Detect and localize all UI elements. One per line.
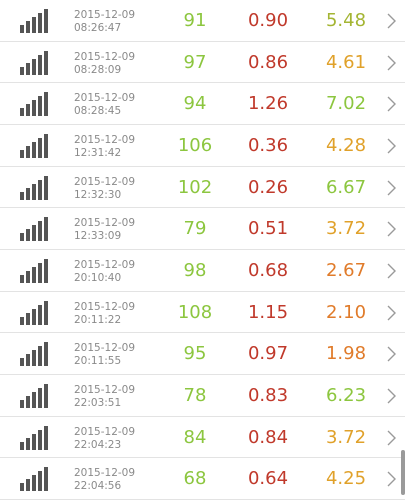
record-time: 12:33:09: [74, 230, 122, 243]
value-3: 7.02: [325, 93, 367, 115]
list-item[interactable]: 2015-12-09 12:31:42 106 0.36 4.28: [0, 125, 405, 167]
record-time: 20:10:40: [74, 271, 122, 284]
value-1: 95: [183, 343, 207, 365]
signal-bars-icon: [20, 9, 52, 33]
value-1: 102: [177, 176, 213, 198]
signal-bars-icon: [20, 258, 52, 283]
value-3: 1.98: [325, 343, 367, 365]
value-2: 0.90: [247, 10, 289, 31]
list-item[interactable]: 2015-12-09 08:28:09 97 0.86 4.61: [0, 42, 405, 84]
record-time: 20:11:22: [74, 313, 122, 326]
record-date: 2015-12-09: [74, 133, 136, 146]
chevron-right-icon[interactable]: [386, 221, 398, 237]
signal-bars-icon: [20, 342, 52, 367]
signal-bars-icon: [20, 133, 52, 158]
value-1: 97: [183, 51, 207, 73]
value-2: 1.26: [247, 93, 289, 115]
value-1: 68: [183, 468, 207, 490]
chevron-right-icon[interactable]: [386, 430, 398, 446]
signal-bars-icon: [20, 50, 52, 75]
value-1: 98: [183, 259, 207, 281]
record-date: 2015-12-09: [74, 50, 136, 63]
list-item[interactable]: 2015-12-09 12:32:30 102 0.26 6.67: [0, 167, 405, 209]
list-item[interactable]: 2015-12-09 12:33:09 79 0.51 3.72: [0, 208, 405, 250]
record-time: 08:26:47: [74, 22, 122, 34]
value-3: 6.23: [325, 384, 367, 406]
record-time: 22:04:56: [74, 480, 122, 493]
record-time: 22:04:23: [74, 438, 122, 451]
value-1: 94: [183, 93, 207, 115]
value-1: 78: [183, 384, 207, 406]
value-1: 79: [183, 218, 207, 240]
list-item[interactable]: 2015-12-09 20:11:22 108 1.15 2.10: [0, 292, 405, 334]
chevron-right-icon[interactable]: [386, 305, 398, 321]
chevron-right-icon[interactable]: [386, 13, 398, 29]
record-time: 20:11:55: [74, 355, 122, 368]
value-2: 0.86: [247, 51, 289, 73]
value-3: 3.72: [325, 426, 367, 448]
value-2: 0.51: [247, 218, 289, 240]
chevron-right-icon[interactable]: [386, 96, 398, 112]
chevron-right-icon[interactable]: [386, 138, 398, 154]
value-2: 1.15: [247, 301, 289, 323]
record-date: 2015-12-09: [74, 383, 136, 396]
signal-bars-icon: [20, 383, 52, 408]
value-3: 2.67: [325, 259, 367, 281]
value-1: 106: [177, 134, 213, 156]
list-item[interactable]: 2015-12-09 22:04:56 68 0.64 4.25: [0, 458, 405, 500]
signal-bars-icon: [20, 425, 52, 450]
signal-bars-icon: [20, 467, 52, 492]
record-date: 2015-12-09: [74, 175, 136, 188]
value-2: 0.36: [247, 134, 289, 156]
record-date: 2015-12-09: [74, 92, 136, 105]
value-3: 3.72: [325, 218, 367, 240]
value-1: 91: [183, 10, 207, 31]
chevron-right-icon[interactable]: [386, 346, 398, 362]
value-3: 4.61: [325, 51, 367, 73]
chevron-right-icon[interactable]: [386, 55, 398, 71]
record-date: 2015-12-09: [74, 342, 136, 355]
record-time: 08:28:45: [74, 105, 122, 118]
record-time: 08:28:09: [74, 63, 122, 76]
record-time: 22:03:51: [74, 396, 122, 409]
signal-bars-icon: [20, 92, 52, 117]
signal-bars-icon: [20, 300, 52, 325]
value-2: 0.68: [247, 259, 289, 281]
record-date: 2015-12-09: [74, 300, 136, 313]
list-item[interactable]: 2015-12-09 22:04:23 84 0.84 3.72: [0, 417, 405, 459]
value-3: 4.25: [325, 468, 367, 490]
signal-bars-icon: [20, 217, 52, 242]
value-2: 0.26: [247, 176, 289, 198]
chevron-right-icon[interactable]: [386, 388, 398, 404]
scrollbar[interactable]: [401, 450, 405, 495]
record-date: 2015-12-09: [74, 258, 136, 271]
value-1: 108: [177, 301, 213, 323]
record-time: 12:32:30: [74, 188, 122, 201]
record-date: 2015-12-09: [74, 467, 136, 480]
record-date: 2015-12-09: [74, 9, 136, 21]
value-2: 0.97: [247, 343, 289, 365]
list-item[interactable]: 2015-12-09 20:11:55 95 0.97 1.98: [0, 333, 405, 375]
list-item[interactable]: 2015-12-09 08:26:47 91 0.90 5.48: [0, 0, 405, 42]
value-3: 6.67: [325, 176, 367, 198]
list-item[interactable]: 2015-12-09 22:03:51 78 0.83 6.23: [0, 375, 405, 417]
chevron-right-icon[interactable]: [386, 180, 398, 196]
signal-bars-icon: [20, 175, 52, 200]
record-time: 12:31:42: [74, 146, 122, 159]
value-3: 4.28: [325, 134, 367, 156]
value-3: 2.10: [325, 301, 367, 323]
value-2: 0.64: [247, 468, 289, 490]
record-date: 2015-12-09: [74, 217, 136, 230]
record-date: 2015-12-09: [74, 425, 136, 438]
value-2: 0.84: [247, 426, 289, 448]
list-item[interactable]: 2015-12-09 08:28:45 94 1.26 7.02: [0, 83, 405, 125]
list-item[interactable]: 2015-12-09 20:10:40 98 0.68 2.67: [0, 250, 405, 292]
value-2: 0.83: [247, 384, 289, 406]
value-3: 5.48: [325, 10, 367, 31]
value-1: 84: [183, 426, 207, 448]
chevron-right-icon[interactable]: [386, 263, 398, 279]
chevron-right-icon[interactable]: [386, 471, 398, 487]
